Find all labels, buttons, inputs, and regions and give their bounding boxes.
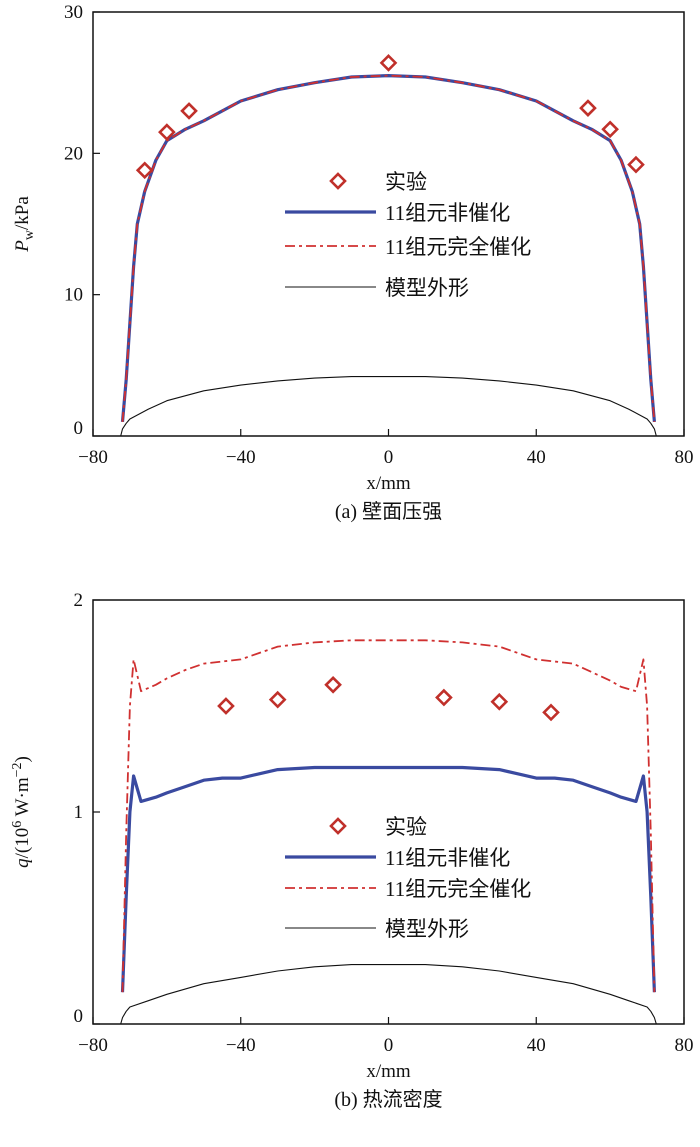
chart-panel-a: −80 −40 0 40 80 0 10 20 30 x/mm (a) 壁面压强 Pw/kPa 实验 11…	[12, 2, 694, 523]
legend-label: 实验	[385, 815, 427, 839]
y-label-ylabel_rest: /kPa	[12, 196, 33, 230]
legend-label: 11组元完全催化	[385, 235, 531, 259]
legend-label: 模型外形	[385, 276, 469, 300]
x-tick-label: −80	[78, 1035, 108, 1056]
series-line-thin	[120, 964, 657, 1025]
experiment-marker	[435, 688, 453, 707]
legend-label: 11组元非催化	[385, 201, 510, 225]
experiment-marker	[158, 123, 176, 141]
y-axis-label: Pw/kPa	[12, 196, 37, 253]
legend-marker-experiment	[329, 172, 347, 190]
y-label-ylabel_rest: /(10	[12, 828, 33, 859]
x-tick-label: −40	[226, 447, 256, 468]
plot-frame	[92, 599, 685, 1025]
x-axis-label: x/mm	[366, 473, 411, 494]
x-tick-label: 80	[675, 1035, 694, 1056]
y-tick-label: 2	[74, 590, 84, 611]
x-tick-label: 40	[527, 1035, 546, 1056]
series-line-dashdot	[121, 74, 656, 422]
y-tick-label: 30	[64, 2, 83, 23]
x-axis-label: x/mm	[366, 1061, 411, 1082]
y-tick-label: 1	[74, 802, 84, 823]
experiment-marker	[180, 102, 198, 120]
figure-caption: (a) 壁面压强	[335, 500, 442, 523]
y-label-ylabel_sup2: −2	[10, 762, 25, 777]
experiment-marker	[579, 99, 597, 117]
x-tick-label: 80	[675, 447, 694, 468]
series-line-dashdot	[121, 639, 656, 993]
experiment-marker	[542, 703, 560, 722]
experiment-marker	[490, 692, 509, 711]
legend-marker-experiment	[329, 817, 347, 835]
series-line-thin	[120, 376, 657, 437]
y-tick-label: 0	[74, 418, 84, 439]
y-label-ylabel_main: q	[12, 858, 33, 868]
legend-label: 模型外形	[385, 917, 469, 941]
figure-caption: (b) 热流密度	[334, 1088, 442, 1111]
x-tick-label: 0	[384, 447, 394, 468]
y-label-ylabel_sup: 6	[10, 821, 25, 828]
experiment-marker	[379, 54, 398, 72]
chart-panel-b: −80 −40 0 40 80 0 1 2 x/mm (b) 热流密度 q/(106 W·m−2) 实…	[10, 590, 694, 1111]
experiment-marker	[627, 155, 645, 174]
legend-label: 11组元非催化	[385, 846, 510, 870]
x-tick-label: −80	[78, 447, 108, 468]
experiment-marker	[601, 120, 619, 139]
y-label-ylabel_sub: w	[22, 229, 37, 240]
legend-label: 实验	[385, 170, 427, 194]
y-tick-label: 0	[74, 1006, 84, 1027]
y-label-ylabel_end: )	[12, 756, 33, 762]
experiment-marker	[217, 697, 235, 715]
experiment-marker	[268, 690, 287, 709]
y-tick-label: 10	[64, 285, 83, 306]
x-tick-label: 0	[384, 1035, 394, 1056]
y-axis-label: q/(106 W·m−2)	[10, 756, 33, 868]
y-label-ylabel_main: P	[12, 240, 33, 253]
y-tick-label: 20	[64, 143, 83, 164]
x-tick-label: −40	[226, 1035, 256, 1056]
experiment-marker	[324, 675, 342, 694]
experiment-marker	[135, 161, 154, 180]
legend-label: 11组元完全催化	[385, 877, 531, 901]
x-tick-label: 40	[527, 447, 546, 468]
series-line-solid	[120, 765, 656, 993]
y-label-ylabel_unit: W·m	[12, 777, 33, 821]
